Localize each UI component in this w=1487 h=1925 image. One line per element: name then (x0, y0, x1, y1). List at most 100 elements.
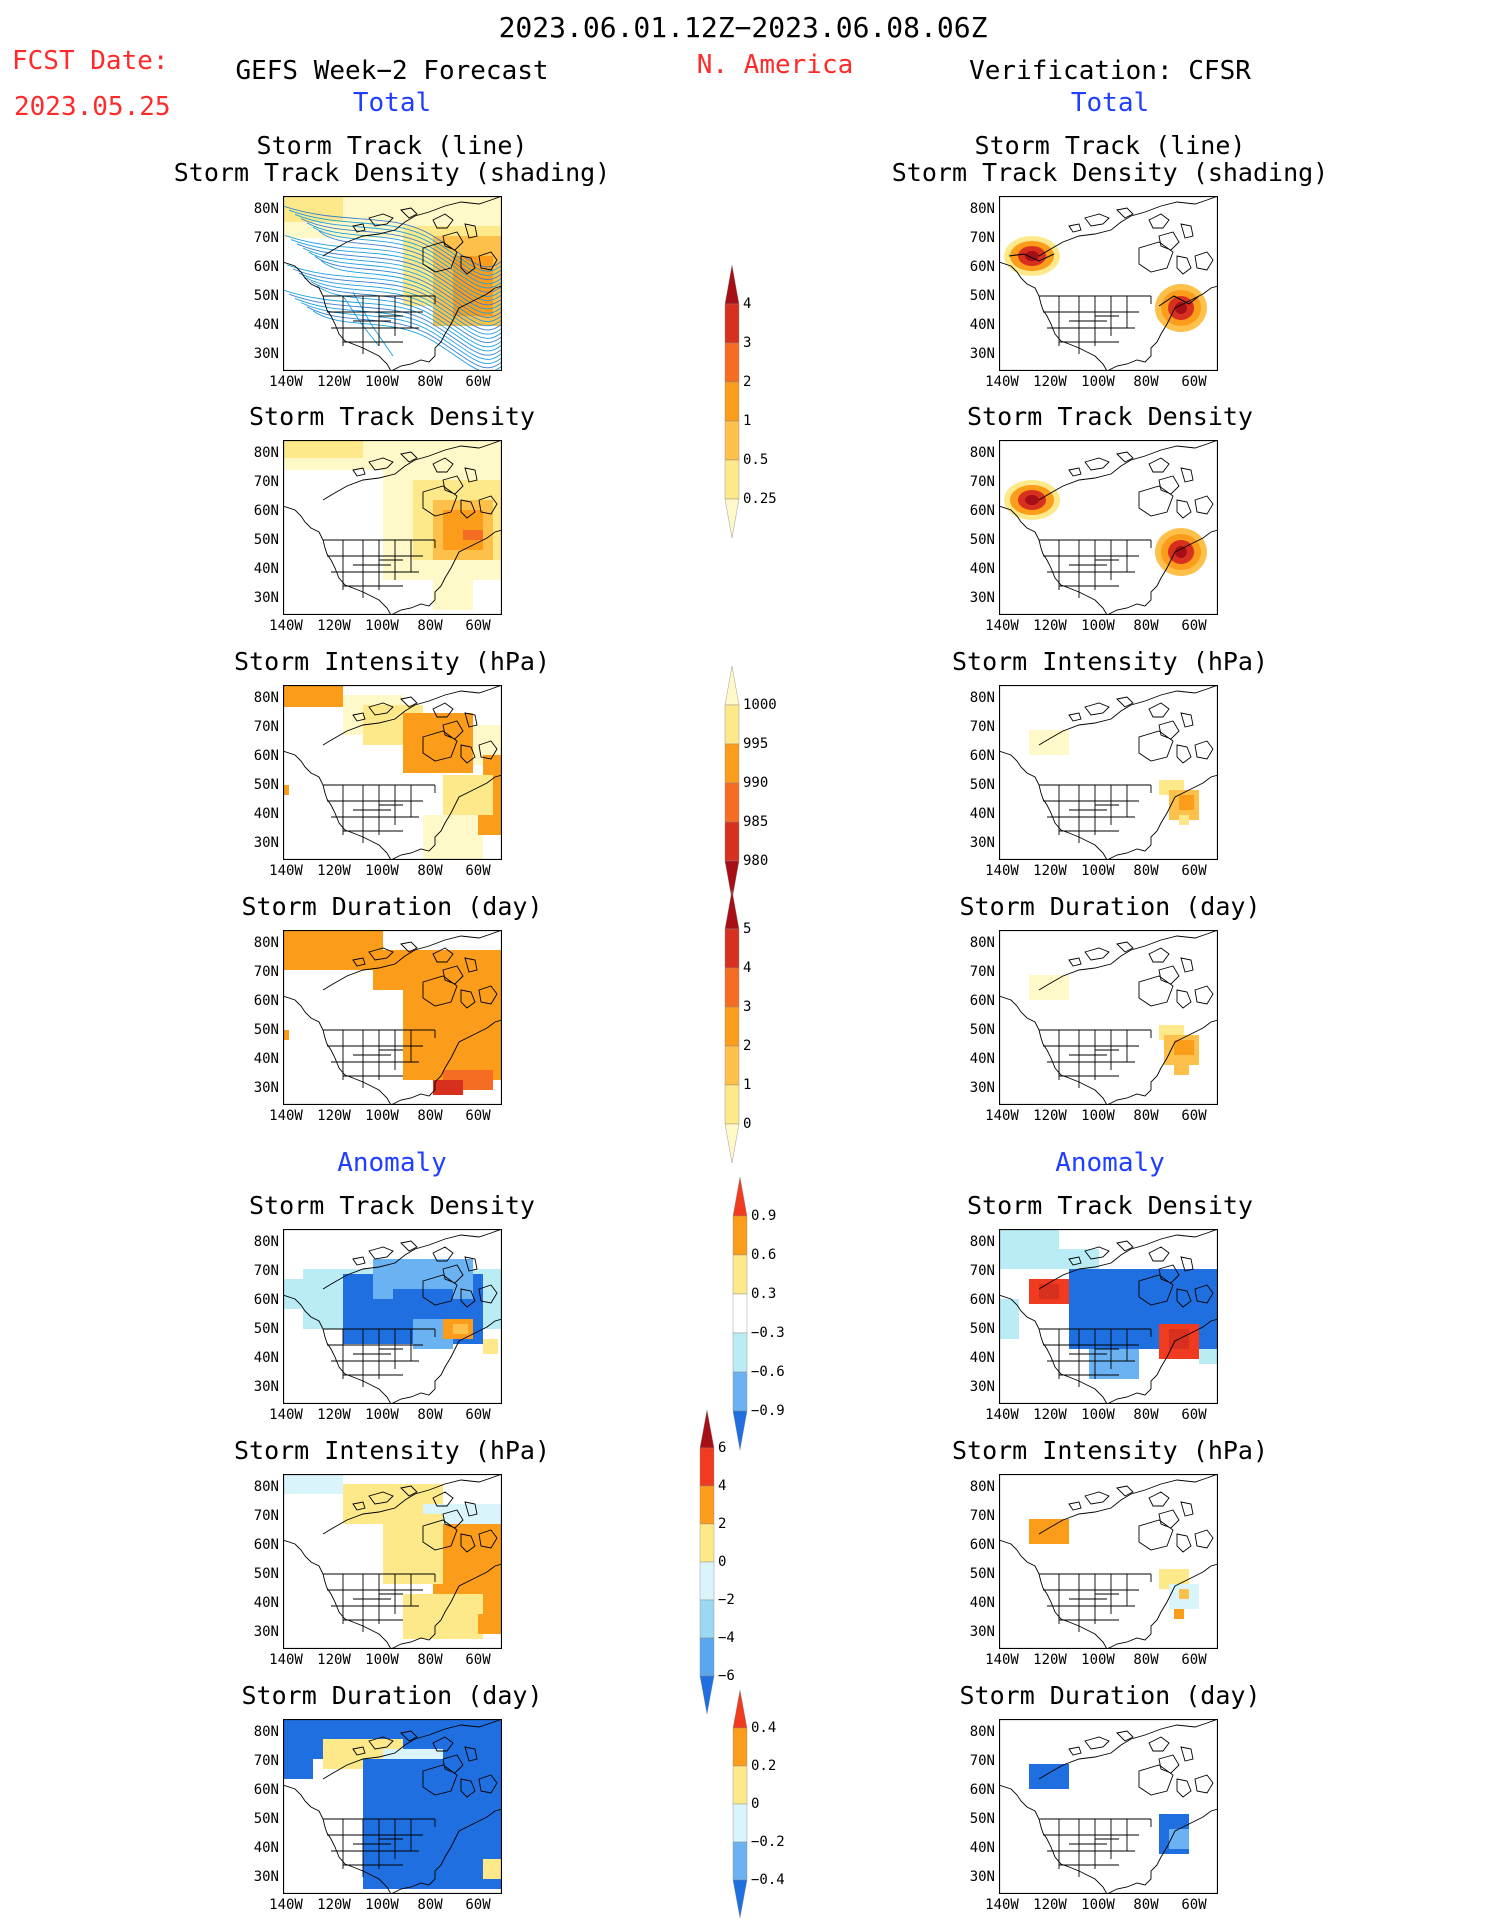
islands (352, 207, 498, 275)
map-frame (999, 1229, 1218, 1404)
shading-cell (1029, 730, 1069, 755)
title-line: Storm Track (line) (256, 131, 528, 160)
lon-tick-label: 100W (365, 863, 399, 879)
shading-cell (283, 1030, 289, 1040)
lat-tick-label: 70N (253, 1508, 279, 1524)
shading-cell (1179, 795, 1194, 810)
lon-tick-label: 140W (985, 374, 1019, 390)
lon-tick-label: 60W (465, 1407, 491, 1423)
storm-track-line (320, 260, 502, 322)
storm-track-line (296, 243, 502, 306)
intensity-colorbar (724, 665, 745, 901)
map-frame (999, 930, 1218, 1105)
colorbar-label: 985 (743, 814, 769, 830)
colorbar-label: 4 (743, 296, 752, 312)
lon-tick-label: 60W (1181, 863, 1207, 879)
colorbar-swatch (732, 1293, 748, 1334)
lon-tick-label: 120W (317, 863, 351, 879)
verification-intensity-map (999, 685, 1218, 860)
map-frame (283, 930, 502, 1105)
coastline (283, 440, 502, 615)
panel-title: Storm Track Density (967, 402, 1253, 431)
coastline (283, 1719, 502, 1894)
map-canvas (283, 1229, 502, 1404)
lat-tick-label: 30N (253, 1624, 279, 1640)
shading-cell (999, 1229, 1059, 1269)
lat-tick-label: 50N (253, 777, 279, 793)
verification-duration-map (999, 930, 1218, 1105)
shading-cell (283, 440, 363, 458)
lon-tick-label: 140W (269, 1897, 303, 1913)
lon-tick-label: 120W (1033, 1407, 1067, 1423)
coastline (999, 930, 1218, 1105)
lon-tick-label: 140W (269, 374, 303, 390)
panel-title: Storm Intensity (hPa) (233, 1436, 551, 1465)
colorbar-label: 0.6 (751, 1247, 777, 1263)
lon-tick-label: 60W (465, 1652, 491, 1668)
shading-cell (483, 1859, 502, 1879)
lat-tick-label: 80N (253, 1724, 279, 1740)
lat-tick-label: 40N (253, 1051, 279, 1067)
lon-tick-label: 140W (985, 618, 1019, 634)
lat-tick-label: 50N (253, 1321, 279, 1337)
panel-title: Storm Intensity (hPa) (951, 1436, 1269, 1465)
anom-duration-colorbar (732, 1689, 753, 1919)
map-frame (283, 685, 502, 860)
map-frame (999, 1719, 1218, 1894)
map-canvas (999, 196, 1218, 371)
map-frame (999, 440, 1218, 615)
islands (1068, 1240, 1214, 1308)
lat-tick-label: 80N (253, 445, 279, 461)
shading-cell (283, 785, 289, 795)
colorbar-swatch (699, 1447, 715, 1487)
shading-cell (283, 930, 383, 970)
storm-track-line (306, 306, 502, 369)
lat-tick-label: 50N (969, 288, 995, 304)
lat-tick-label: 30N (253, 835, 279, 851)
shading-cell (1179, 815, 1189, 825)
colorbar-swatch (724, 342, 740, 383)
forecast-title: GEFS Week−2 Forecast (235, 56, 549, 86)
colorbar-swatch (724, 303, 740, 344)
islands (352, 1485, 498, 1553)
shading-cell (478, 815, 502, 835)
colorbar-swatch (724, 1123, 740, 1164)
lat-tick-label: 40N (969, 1840, 995, 1856)
colorbar-swatch (724, 743, 740, 784)
lon-tick-label: 60W (1181, 1108, 1207, 1124)
colorbar-label: 0 (718, 1554, 727, 1570)
colorbar-swatch (724, 967, 740, 1008)
lat-tick-label: 40N (253, 1840, 279, 1856)
map-frame (283, 196, 502, 371)
colorbar-swatch (732, 1410, 748, 1451)
colorbar-swatch (724, 704, 740, 745)
verification-title: Verification: CFSR (969, 56, 1251, 86)
lat-tick-label: 30N (253, 1869, 279, 1885)
lat-tick-label: 30N (969, 1379, 995, 1395)
lat-tick-label: 60N (253, 503, 279, 519)
islands (1068, 696, 1214, 764)
density-blob (1025, 495, 1039, 505)
lat-tick-label: 80N (969, 1724, 995, 1740)
lat-tick-label: 80N (969, 935, 995, 951)
lat-tick-label: 30N (969, 1624, 995, 1640)
map-frame (999, 196, 1218, 371)
coastline (283, 930, 502, 1105)
lon-tick-label: 60W (465, 374, 491, 390)
colorbar-swatch (724, 928, 740, 969)
colorbar-label: −6 (718, 1668, 735, 1684)
storm-track-line (302, 247, 502, 310)
state-borders (323, 1029, 436, 1088)
map-canvas (283, 685, 502, 860)
storm-track-line (283, 289, 502, 352)
state-borders (323, 539, 436, 598)
shading-cell (463, 530, 483, 540)
lon-tick-label: 100W (1081, 1407, 1115, 1423)
lon-tick-label: 80W (1133, 1108, 1159, 1124)
storm-track-line (304, 277, 502, 339)
lat-tick-label: 40N (969, 1595, 995, 1611)
lat-tick-label: 30N (969, 1869, 995, 1885)
forecast-duration-map (283, 930, 502, 1105)
colorbar-label: −2 (718, 1592, 735, 1608)
shading-cell (1029, 1764, 1069, 1789)
